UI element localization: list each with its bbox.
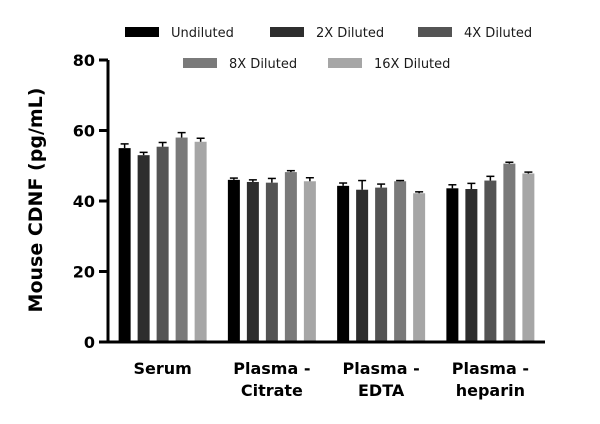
- legend-swatch: [328, 58, 362, 68]
- bar: [503, 163, 516, 342]
- bar: [522, 173, 535, 342]
- bar: [284, 172, 297, 342]
- legend-swatch: [418, 27, 452, 37]
- legend-label: 16X Diluted: [374, 57, 450, 72]
- bar: [156, 146, 169, 342]
- bar: [118, 148, 131, 342]
- x-tick-label: Plasma - Citrate: [233, 359, 310, 400]
- legend-swatch: [183, 58, 217, 68]
- bar: [137, 155, 150, 342]
- y-tick-label: 40: [73, 192, 95, 211]
- y-tick-label: 60: [73, 122, 95, 141]
- bar: [194, 141, 207, 342]
- bars: [118, 131, 535, 342]
- bar: [394, 181, 407, 342]
- bar: [413, 193, 426, 342]
- legend-swatch: [270, 27, 304, 37]
- y-axis: 0 20 40 60 80: [73, 51, 110, 352]
- legend-label: Undiluted: [171, 26, 234, 41]
- bar: [227, 179, 240, 342]
- x-tick-label-line: Serum: [133, 359, 191, 378]
- x-tick-label-line: Plasma -: [233, 359, 310, 378]
- x-tick-label-line: EDTA: [358, 381, 405, 400]
- bar: [465, 189, 478, 342]
- y-tick-label: 0: [84, 333, 95, 352]
- bar: [175, 137, 188, 342]
- x-tick-label-line: Plasma -: [343, 359, 420, 378]
- x-tick-label-line: Citrate: [241, 381, 303, 400]
- bar: [303, 181, 316, 342]
- legend-label: 4X Diluted: [464, 26, 532, 41]
- bar: [484, 180, 497, 342]
- y-tick-label: 20: [73, 263, 95, 282]
- x-tick-label-line: Plasma -: [452, 359, 529, 378]
- bar: [337, 185, 350, 342]
- legend-label: 8X Diluted: [229, 57, 297, 72]
- legend-swatch: [125, 27, 159, 37]
- x-tick-label: Serum: [133, 359, 191, 378]
- legend: Undiluted 2X Diluted 4X Diluted 8X Diluted 1…: [125, 26, 532, 72]
- legend-label: 2X Diluted: [316, 26, 384, 41]
- bar: [375, 187, 388, 342]
- bar: [446, 188, 459, 342]
- y-tick-label: 80: [73, 51, 95, 70]
- x-tick-label: Plasma - heparin: [452, 359, 529, 400]
- x-tick-label: Plasma - EDTA: [343, 359, 420, 400]
- y-axis-label: Mouse CDNF (pg/mL): [25, 88, 47, 313]
- bar: [246, 181, 259, 342]
- bar: [356, 189, 369, 342]
- bar: [265, 182, 278, 342]
- x-tick-label-line: heparin: [456, 381, 525, 400]
